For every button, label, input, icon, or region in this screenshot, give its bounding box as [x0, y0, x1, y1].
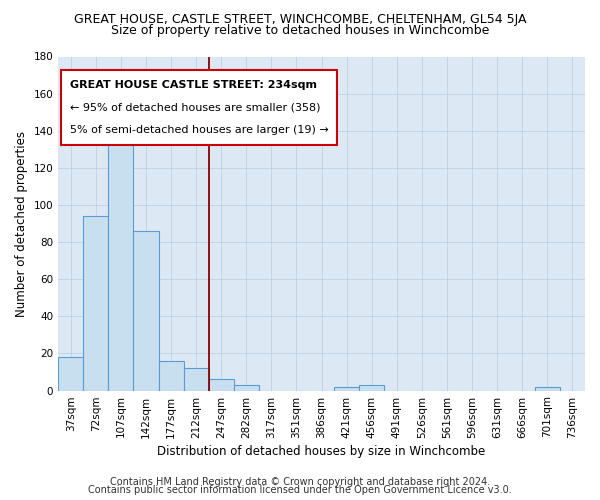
Text: ← 95% of detached houses are smaller (358): ← 95% of detached houses are smaller (35…	[70, 102, 321, 113]
X-axis label: Distribution of detached houses by size in Winchcombe: Distribution of detached houses by size …	[157, 444, 486, 458]
Bar	[58, 357, 83, 390]
Text: Contains HM Land Registry data © Crown copyright and database right 2024.: Contains HM Land Registry data © Crown c…	[110, 477, 490, 487]
Bar	[109, 130, 133, 390]
Bar	[535, 387, 560, 390]
Bar	[359, 385, 385, 390]
Text: 5% of semi-detached houses are larger (19) →: 5% of semi-detached houses are larger (1…	[70, 126, 329, 136]
Bar	[209, 380, 234, 390]
Text: GREAT HOUSE, CASTLE STREET, WINCHCOMBE, CHELTENHAM, GL54 5JA: GREAT HOUSE, CASTLE STREET, WINCHCOMBE, …	[74, 12, 526, 26]
FancyBboxPatch shape	[61, 70, 337, 145]
Bar	[133, 231, 158, 390]
Bar	[184, 368, 209, 390]
Y-axis label: Number of detached properties: Number of detached properties	[15, 130, 28, 316]
Bar	[234, 385, 259, 390]
Text: Size of property relative to detached houses in Winchcombe: Size of property relative to detached ho…	[111, 24, 489, 37]
Bar	[158, 361, 184, 390]
Bar	[83, 216, 109, 390]
Text: GREAT HOUSE CASTLE STREET: 234sqm: GREAT HOUSE CASTLE STREET: 234sqm	[70, 80, 317, 90]
Bar	[334, 387, 359, 390]
Text: Contains public sector information licensed under the Open Government Licence v3: Contains public sector information licen…	[88, 485, 512, 495]
